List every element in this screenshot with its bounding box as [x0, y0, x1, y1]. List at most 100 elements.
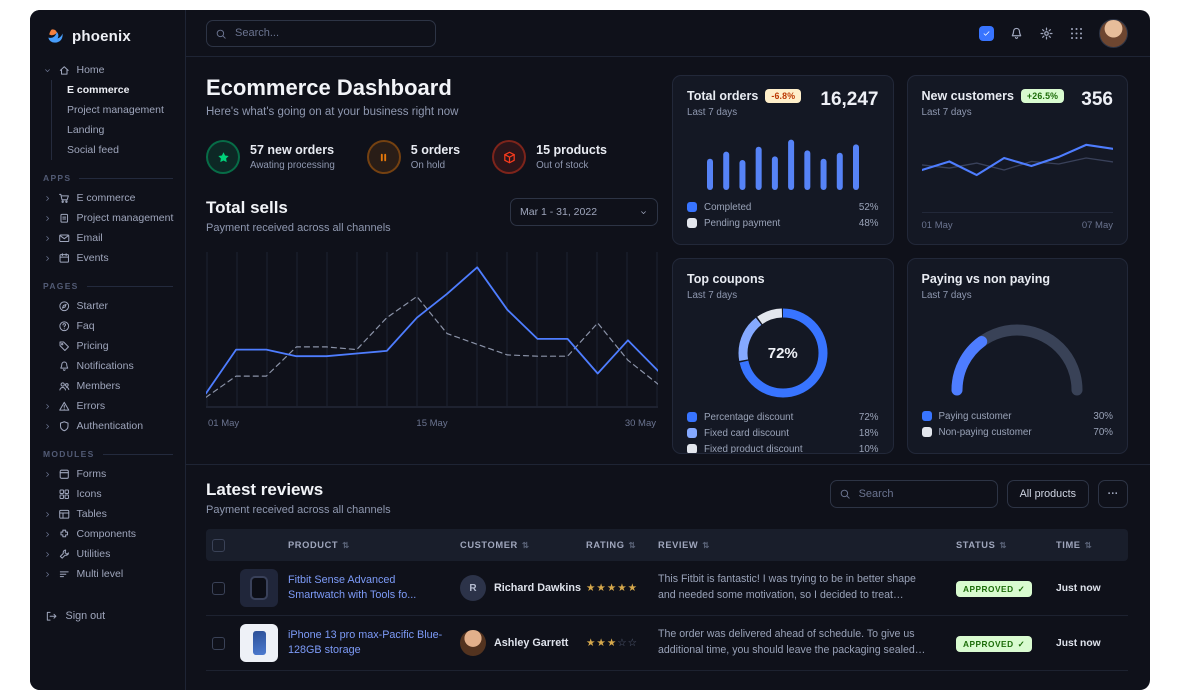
calendar-icon	[58, 252, 71, 265]
sidebar-item-members[interactable]: Members	[30, 376, 185, 396]
stat-value: 15 products	[536, 143, 607, 157]
sidebar-subitem-project-management[interactable]: Project management	[67, 104, 164, 116]
stat-pause-icon	[366, 140, 401, 174]
caretRight-icon	[43, 402, 52, 411]
card-period: Last 7 days	[687, 290, 738, 301]
sidebar-subitem-e-commerce[interactable]: E commerce	[67, 84, 130, 96]
search-input[interactable]	[206, 19, 436, 47]
sort-icon: ⇅	[628, 539, 636, 550]
column-label: REVIEW	[658, 540, 699, 550]
sidebar-item-e-commerce[interactable]: E commerce	[30, 188, 185, 208]
sidebar-item-notifications[interactable]: Notifications	[30, 356, 185, 376]
total-sells-header: Total sells Payment received across all …	[206, 198, 658, 234]
more-options-button[interactable]: ···	[1098, 480, 1128, 508]
section-divider	[79, 177, 173, 179]
product-link[interactable]: iPhone 13 pro max-Pacific Blue-128GB sto…	[288, 629, 443, 656]
sidebar-nav: Home E commerce Project management Landing S…	[30, 60, 185, 584]
table-row: iPhone 13 pro max-Pacific Blue-128GB sto…	[206, 616, 1128, 671]
legend-item-fixed-card-discount: Fixed card discount 18%	[687, 425, 879, 441]
table-header-row: PRODUCT ⇅ CUSTOMER ⇅ RATING ⇅ REVIEW ⇅ STATUS ⇅ TI…	[206, 529, 1128, 561]
sidebar-item-label: Starter	[76, 300, 109, 312]
brand[interactable]: phoenix	[30, 20, 185, 60]
column-header-rating[interactable]: RATING ⇅	[586, 540, 650, 551]
section-divider	[102, 453, 173, 455]
sidebar-item-starter[interactable]: Starter	[30, 296, 185, 316]
select-all-checkbox[interactable]	[212, 538, 225, 552]
sidebar-item-sign-out[interactable]: Sign out	[30, 604, 185, 629]
legend-item-fixed-product-discount: Fixed product discount 10%	[687, 441, 879, 453]
review-text: The order was delivered ahead of schedul…	[658, 628, 915, 656]
notifications-bell-button[interactable]	[1009, 26, 1024, 41]
sidebar-item-label: Authentication	[76, 420, 144, 432]
page-subtitle: Here's what's going on at your business …	[206, 106, 459, 118]
donut-center-label: 72%	[767, 344, 798, 362]
card-period: Last 7 days	[921, 290, 972, 301]
review-time: Just now	[1056, 582, 1101, 594]
user-avatar[interactable]	[1099, 18, 1128, 48]
status-cell: APPROVED ✓	[956, 634, 1048, 652]
change-badge: +26.5%	[1020, 89, 1065, 103]
change-badge: -6.8%	[765, 89, 802, 103]
sidebar-item-email[interactable]: Email	[30, 228, 185, 248]
sidebar-item-project-management[interactable]: Project management	[30, 208, 185, 228]
product-link[interactable]: Fitbit Sense Advanced Smartwatch with To…	[288, 574, 417, 601]
date-range-select[interactable]: Mar 1 - 31, 2022	[510, 198, 658, 226]
customer-avatar	[460, 630, 486, 656]
sidebar-item-label: Faq	[76, 320, 95, 332]
column-header-review[interactable]: REVIEW ⇅	[658, 540, 948, 551]
column-header-customer[interactable]: CUSTOMER ⇅	[460, 540, 578, 551]
caretRight-icon	[43, 530, 52, 539]
sidebar-item-events[interactable]: Events	[30, 248, 185, 268]
legend-value: 30%	[1093, 410, 1113, 422]
sidebar-item-label: Utilities	[76, 548, 111, 560]
top-coupons-donut-chart: 72%	[733, 303, 833, 403]
caretRight-icon	[43, 470, 52, 479]
legend-swatch	[687, 444, 697, 453]
legend-value: 18%	[858, 427, 879, 439]
rating-stars: ★★★★★	[586, 582, 650, 594]
latest-reviews-section: Latest reviews Payment received across a…	[186, 464, 1150, 671]
search-icon	[839, 487, 851, 505]
sidebar-item-pricing[interactable]: Pricing	[30, 336, 185, 356]
column-header-status[interactable]: STATUS ⇅	[956, 540, 1048, 551]
card-title: Paying vs non paying	[921, 272, 1051, 286]
all-products-filter-button[interactable]: All products	[1006, 480, 1089, 508]
sidebar-item-faq[interactable]: Faq	[30, 316, 185, 336]
column-header-time[interactable]: TIME ⇅	[1056, 540, 1128, 551]
sidebar-subitem-landing[interactable]: Landing	[67, 124, 105, 136]
sidebar-item-multi-level[interactable]: Multi level	[30, 564, 185, 584]
sidebar-item-utilities[interactable]: Utilities	[30, 544, 185, 564]
sidebar-item-components[interactable]: Components	[30, 524, 185, 544]
section-label: MODULES	[43, 449, 95, 459]
stat-awating-processing: 57 new orders Awating processing	[206, 140, 335, 174]
customer-cell: Ashley Garrett	[460, 630, 578, 656]
row-checkbox[interactable]	[212, 636, 225, 650]
caretRight-icon	[43, 510, 52, 519]
sidebar-item-icons[interactable]: Icons	[30, 484, 185, 504]
sidebar-item-authentication[interactable]: Authentication	[30, 416, 185, 436]
sidebar-item-tables[interactable]: Tables	[30, 504, 185, 524]
theme-toggle-checkbox[interactable]	[979, 25, 994, 41]
sidebar-item-forms[interactable]: Forms	[30, 464, 185, 484]
shield-icon	[58, 420, 71, 433]
wrench-icon	[58, 548, 71, 561]
sidebar-item-label: Forms	[76, 468, 107, 480]
reviews-search-input[interactable]	[829, 480, 998, 508]
sidebar-item-errors[interactable]: Errors	[30, 396, 185, 416]
sidebar-subitem-social-feed[interactable]: Social feed	[67, 144, 119, 156]
total-sells-subtitle: Payment received across all channels	[206, 222, 391, 234]
settings-gear-button[interactable]	[1039, 26, 1054, 41]
customer-cell: R Richard Dawkins	[460, 575, 581, 601]
sidebar-item-home[interactable]: Home	[30, 60, 185, 80]
apps-grid-button[interactable]	[1069, 26, 1084, 41]
sidebar-item-label: Errors	[76, 400, 106, 412]
column-header-product[interactable]: PRODUCT ⇅	[240, 540, 452, 551]
brand-name: phoenix	[72, 27, 131, 45]
caretRight-icon	[43, 194, 52, 203]
row-checkbox[interactable]	[212, 581, 225, 595]
caretRight-icon	[43, 214, 52, 223]
card-period: Last 7 days	[687, 107, 738, 118]
sign-out-icon	[45, 610, 58, 623]
rating-stars: ★★★☆☆	[586, 637, 650, 649]
dashboard-content: Ecommerce Dashboard Here's what's going …	[186, 57, 1150, 690]
